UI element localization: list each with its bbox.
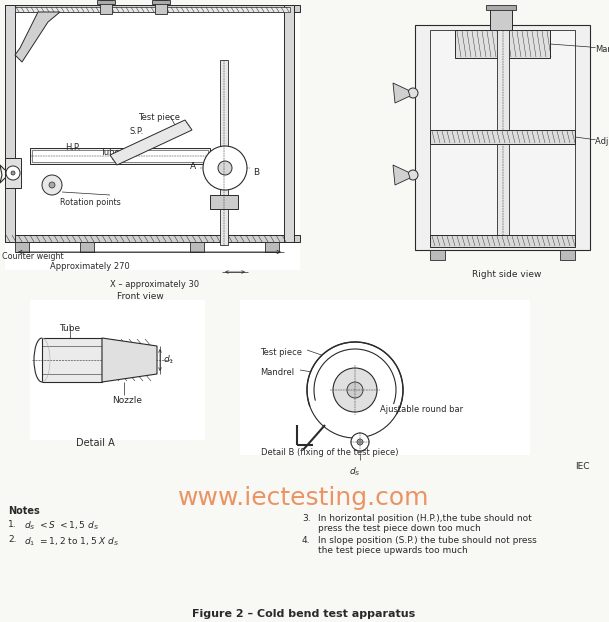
Text: Nozzle: Nozzle <box>112 396 142 405</box>
Bar <box>5 235 300 242</box>
Text: Approximately 270: Approximately 270 <box>50 262 130 271</box>
Bar <box>455 30 550 58</box>
Bar <box>5 158 21 188</box>
Text: www.iectesting.com: www.iectesting.com <box>178 486 430 510</box>
Circle shape <box>333 368 377 412</box>
Text: 3.: 3. <box>302 514 311 523</box>
Bar <box>210 195 238 209</box>
Bar <box>30 148 210 164</box>
Circle shape <box>347 382 363 398</box>
Text: Adjustable round bar: Adjustable round bar <box>595 137 609 146</box>
Text: Detail A: Detail A <box>76 438 114 448</box>
Bar <box>5 5 300 12</box>
Bar <box>32 150 208 162</box>
Text: Mandrel: Mandrel <box>595 45 609 54</box>
Polygon shape <box>102 338 157 382</box>
Text: X – approximately 30: X – approximately 30 <box>110 280 200 289</box>
Bar <box>30 300 205 440</box>
Circle shape <box>49 182 55 188</box>
Bar <box>190 242 204 252</box>
Bar <box>284 5 294 242</box>
Polygon shape <box>393 165 410 185</box>
Circle shape <box>11 171 15 175</box>
Text: the test piece upwards too much: the test piece upwards too much <box>318 546 468 555</box>
Text: $<S$ $<1,5$ $d_S$: $<S$ $<1,5$ $d_S$ <box>35 520 99 532</box>
Text: Test piece: Test piece <box>260 348 302 357</box>
Bar <box>560 250 575 260</box>
Text: Figure 2 – Cold bend test apparatus: Figure 2 – Cold bend test apparatus <box>192 609 415 619</box>
Circle shape <box>351 433 369 451</box>
Text: IEC: IEC <box>576 462 590 471</box>
Text: Ajustable round bar: Ajustable round bar <box>380 405 463 414</box>
Circle shape <box>6 166 20 180</box>
Circle shape <box>42 175 62 195</box>
Text: S.P.: S.P. <box>130 127 144 136</box>
Polygon shape <box>15 12 60 62</box>
Text: 2.: 2. <box>8 535 16 544</box>
Bar <box>100 0 112 14</box>
Text: Tube: Tube <box>100 148 120 157</box>
Text: 4.: 4. <box>302 536 311 545</box>
Bar <box>240 300 530 455</box>
Text: $d_S$: $d_S$ <box>24 520 35 532</box>
Bar <box>5 5 15 242</box>
Circle shape <box>218 161 232 175</box>
Text: Detail B (fixing of the test piece): Detail B (fixing of the test piece) <box>261 448 399 457</box>
Bar <box>265 242 279 252</box>
Bar <box>430 130 575 144</box>
Text: $d_1$: $d_1$ <box>163 354 174 366</box>
Bar <box>152 0 170 4</box>
Text: In horizontal position (H.P.),the tube should not: In horizontal position (H.P.),the tube s… <box>318 514 532 523</box>
Text: A: A <box>190 162 196 171</box>
Text: Front view: Front view <box>117 292 163 301</box>
Text: press the test piece down too much: press the test piece down too much <box>318 524 481 533</box>
Text: Mandrel: Mandrel <box>260 368 294 377</box>
Bar <box>486 5 516 10</box>
Circle shape <box>203 146 247 190</box>
Bar <box>430 235 575 247</box>
Text: $= 1,2$ to $1,5$ $X$ $d_S$: $= 1,2$ to $1,5$ $X$ $d_S$ <box>35 535 119 547</box>
Circle shape <box>408 88 418 98</box>
Bar <box>155 0 167 14</box>
Bar <box>5 5 300 270</box>
Text: H.P.: H.P. <box>65 143 80 152</box>
Bar <box>97 0 115 4</box>
Bar <box>15 7 290 12</box>
Bar <box>415 25 590 250</box>
Text: Notes: Notes <box>8 506 40 516</box>
Text: Right side view: Right side view <box>473 270 541 279</box>
Bar <box>415 25 590 250</box>
Text: Rotation points: Rotation points <box>60 198 121 207</box>
Bar <box>15 242 29 252</box>
Text: $d_S$: $d_S$ <box>349 465 361 478</box>
Text: $d_1$: $d_1$ <box>24 535 35 547</box>
Bar <box>42 338 102 382</box>
Text: 1.: 1. <box>8 520 16 529</box>
Bar <box>490 7 512 30</box>
Text: X: X <box>229 158 235 167</box>
Circle shape <box>357 439 363 445</box>
Text: Counter weight: Counter weight <box>2 252 63 261</box>
Polygon shape <box>110 120 192 165</box>
Text: Test piece: Test piece <box>138 113 180 122</box>
Bar <box>497 30 509 245</box>
Text: In slope position (S.P.) the tube should not press: In slope position (S.P.) the tube should… <box>318 536 537 545</box>
Circle shape <box>307 342 403 438</box>
Circle shape <box>408 170 418 180</box>
Bar <box>220 60 228 245</box>
Bar <box>430 250 445 260</box>
Bar <box>80 242 94 252</box>
Bar <box>430 30 575 245</box>
Polygon shape <box>393 83 410 103</box>
Text: Tube: Tube <box>60 324 80 333</box>
Text: B: B <box>253 168 259 177</box>
